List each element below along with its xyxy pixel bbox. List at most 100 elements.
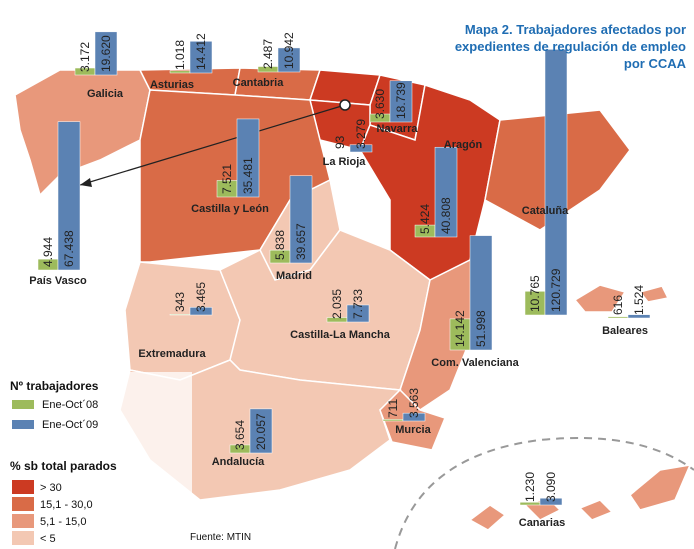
- bar: [169, 70, 191, 74]
- region-shape: [578, 499, 614, 521]
- region-label: Castilla-La Mancha: [290, 329, 391, 341]
- legend-swatch: [12, 514, 34, 528]
- bar: [169, 313, 191, 316]
- legend-swatch: [12, 400, 34, 409]
- region-shape: [468, 504, 507, 531]
- value-label: 1.524: [632, 285, 646, 315]
- bar: [289, 175, 313, 264]
- legend-label: Ene-Oct´09: [42, 419, 98, 431]
- value-label: 711: [386, 399, 400, 418]
- value-label: 40.808: [439, 197, 453, 234]
- value-label: 14.412: [194, 33, 208, 70]
- value-label: 67.438: [62, 230, 76, 267]
- legend-label: 15,1 - 30,0: [40, 499, 93, 511]
- legend-label: Ene-Oct´08: [42, 399, 98, 411]
- legend-swatch: [12, 497, 34, 511]
- value-label: 343: [173, 292, 187, 312]
- title-line: Mapa 2. Trabajadores afectados por: [465, 22, 686, 37]
- bar: [189, 41, 213, 74]
- bar: [469, 235, 493, 351]
- region-label: Murcia: [395, 424, 431, 436]
- value-label: 93: [333, 135, 347, 149]
- legend-title: Nº trabajadores: [10, 379, 99, 393]
- bar: [627, 314, 651, 319]
- legend-title: % sb total parados: [10, 459, 117, 473]
- value-label: 10.942: [282, 32, 296, 69]
- region-label: Com. Valenciana: [431, 357, 519, 369]
- bar: [94, 31, 118, 76]
- legend-swatch: [12, 480, 34, 494]
- value-label: 19.620: [99, 35, 113, 72]
- value-label: 3.279: [354, 119, 368, 149]
- source: Fuente: MTIN: [190, 532, 251, 543]
- region-label: Galicia: [87, 88, 124, 100]
- legend-swatch: [12, 420, 34, 429]
- value-label: 7.521: [220, 164, 234, 194]
- region-label: Andalucía: [212, 456, 265, 468]
- value-label: 5.424: [418, 204, 432, 234]
- value-label: 35.481: [241, 157, 255, 194]
- region-label: País Vasco: [29, 275, 87, 287]
- value-label: 51.998: [474, 310, 488, 347]
- bar: [402, 412, 426, 422]
- value-label: 3.654: [233, 420, 247, 450]
- value-label: 3.465: [194, 282, 208, 312]
- value-label: 2.035: [330, 289, 344, 319]
- arrow-origin: [339, 99, 351, 111]
- value-label: 10.765: [528, 275, 542, 312]
- region-label: La Rioja: [323, 156, 367, 168]
- region-label: Asturias: [150, 79, 194, 91]
- value-label: 3.563: [407, 388, 421, 418]
- region-label: Madrid: [276, 270, 312, 282]
- bar: [189, 307, 213, 316]
- legend-label: 5,1 - 15,0: [40, 516, 86, 528]
- value-label: 5.838: [273, 230, 287, 260]
- value-label: 3.090: [544, 472, 558, 502]
- bar: [349, 144, 373, 153]
- bar: [607, 316, 629, 319]
- legend: Nº trabajadores Ene-Oct´08 Ene-Oct´09 % sb …: [10, 379, 117, 545]
- value-label: 3.630: [373, 89, 387, 119]
- region-label: Navarra: [377, 123, 419, 135]
- region-label: Castilla y León: [191, 203, 269, 215]
- region-label: Extremadura: [138, 348, 206, 360]
- region-label: Canarias: [519, 517, 565, 529]
- title-line: por CCAA: [624, 56, 687, 71]
- value-label: 18.739: [394, 82, 408, 119]
- title-line: expedientes de regulación de empleo: [455, 39, 686, 54]
- bar: [544, 49, 568, 316]
- value-label: 2.487: [261, 39, 275, 69]
- region-label: Cantabria: [233, 77, 285, 89]
- value-label: 7.733: [351, 289, 365, 319]
- value-label: 20.057: [254, 413, 268, 450]
- legend-label: > 30: [40, 482, 62, 494]
- value-label: 3.172: [78, 42, 92, 72]
- bar: [277, 47, 301, 73]
- arrow-line: [79, 104, 346, 186]
- value-label: 14.142: [453, 310, 467, 347]
- region-shape: [573, 284, 627, 313]
- value-label: 39.657: [294, 223, 308, 260]
- region-shape: [629, 464, 692, 511]
- arrow-head: [80, 178, 92, 187]
- bar: [236, 118, 260, 198]
- region-label: Cataluña: [522, 205, 569, 217]
- legend-swatch: [12, 531, 34, 545]
- value-label: 616: [611, 295, 625, 315]
- legend-label: < 5: [40, 533, 56, 545]
- value-label: 4.944: [41, 237, 55, 267]
- bar: [539, 497, 563, 506]
- value-label: 120.729: [549, 268, 563, 312]
- region-label: Aragón: [444, 139, 483, 151]
- region-label: Baleares: [602, 325, 648, 337]
- value-label: 1.230: [523, 472, 537, 502]
- bar: [389, 80, 413, 123]
- bar: [382, 419, 404, 422]
- region-shape: [638, 285, 670, 303]
- bar: [57, 121, 81, 271]
- bar: [434, 146, 458, 238]
- value-label: 1.018: [173, 40, 187, 70]
- bar: [346, 304, 370, 323]
